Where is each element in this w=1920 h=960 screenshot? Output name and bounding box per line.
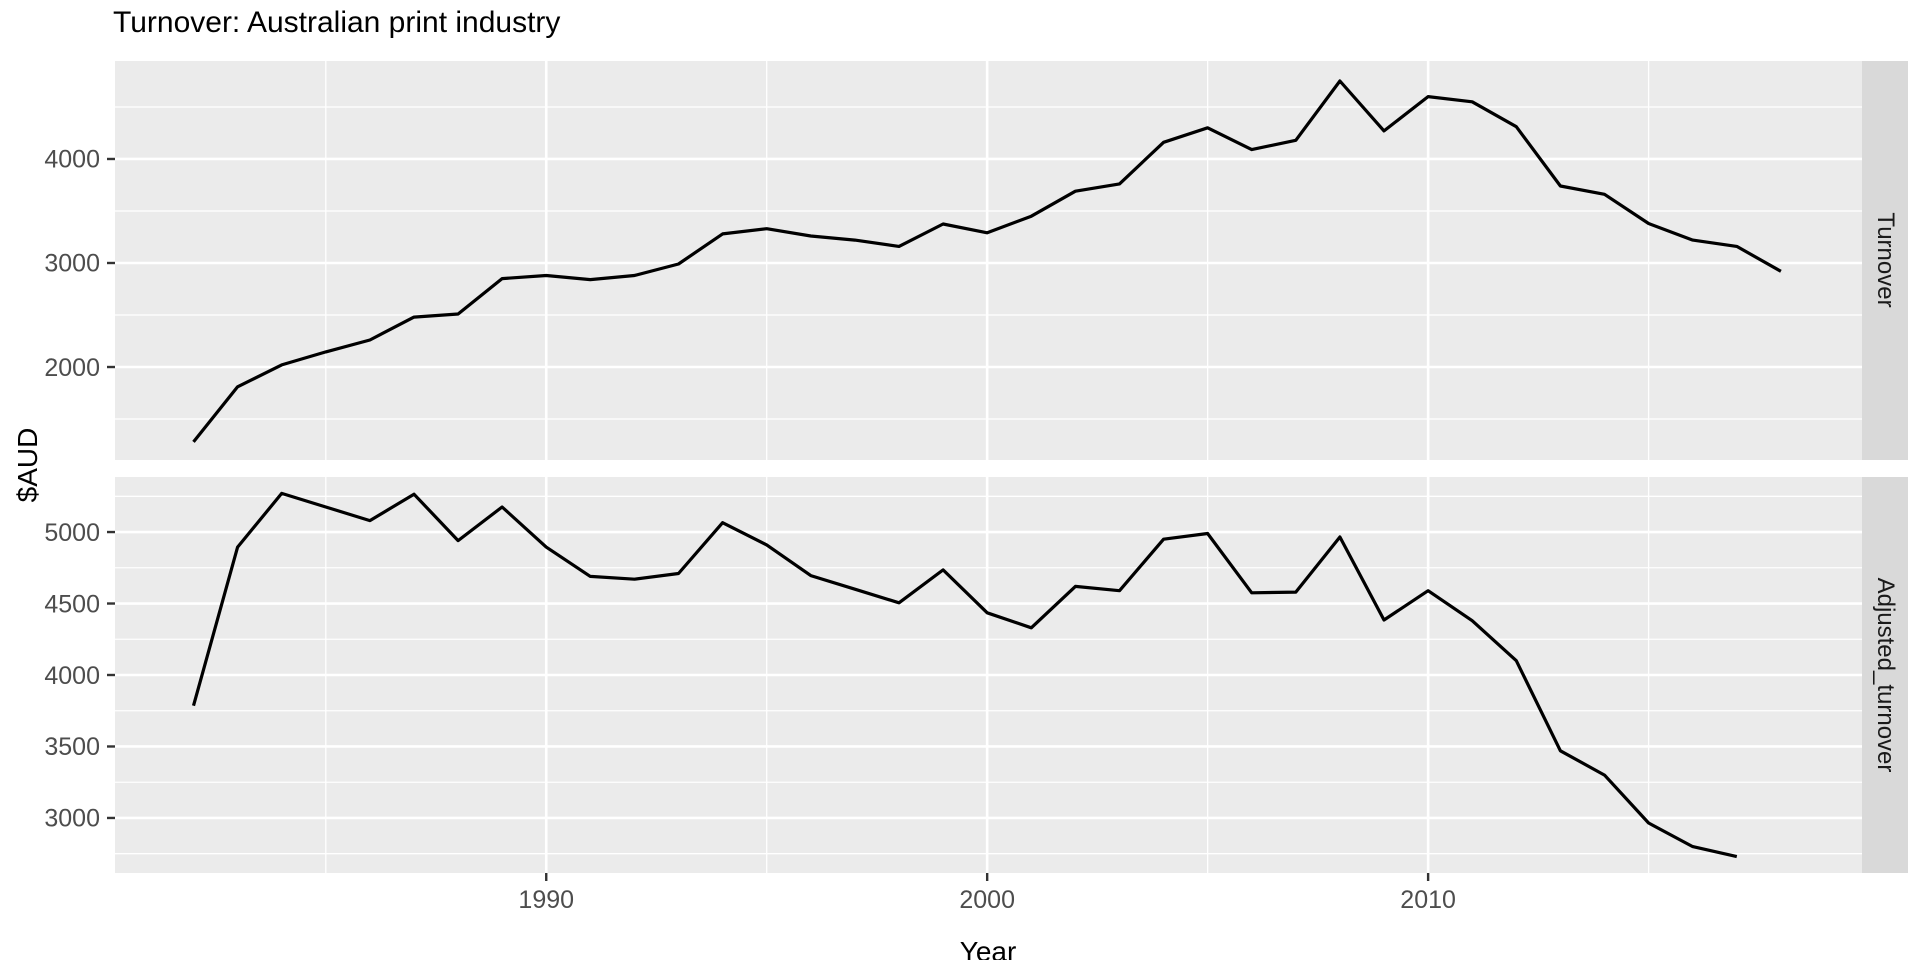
facet-strip-label-turnover: Turnover (1872, 212, 1899, 308)
x-tick-label: 2010 (1400, 886, 1456, 914)
y-tick-label: 3000 (44, 805, 100, 833)
y-tick-label: 4000 (44, 662, 100, 690)
y-tick-label: 5000 (44, 519, 100, 547)
x-tick-label: 2000 (959, 886, 1015, 914)
y-tick-label: 4500 (44, 590, 100, 618)
panel-background-Turnover (115, 61, 1862, 460)
series-line-Turnover (192, 79, 1782, 443)
facet-strip-Adjusted_turnover (1862, 477, 1908, 873)
series-line-Adjusted_turnover (191, 491, 1738, 859)
y-axis-title: $AUD (12, 427, 43, 503)
y-tick-label: 3500 (44, 733, 100, 761)
facet-strip-Turnover (1862, 61, 1908, 460)
y-tick-label: 4000 (44, 146, 100, 174)
chart-title: Turnover: Australian print industry (113, 6, 561, 39)
x-tick-label: 1990 (518, 886, 574, 914)
facet-strip-label-adjusted-turnover: Adjusted_turnover (1872, 577, 1899, 773)
y-tick-label: 2000 (44, 354, 100, 382)
x-axis-title: Year (959, 936, 1017, 960)
y-tick-label: 3000 (44, 250, 100, 278)
